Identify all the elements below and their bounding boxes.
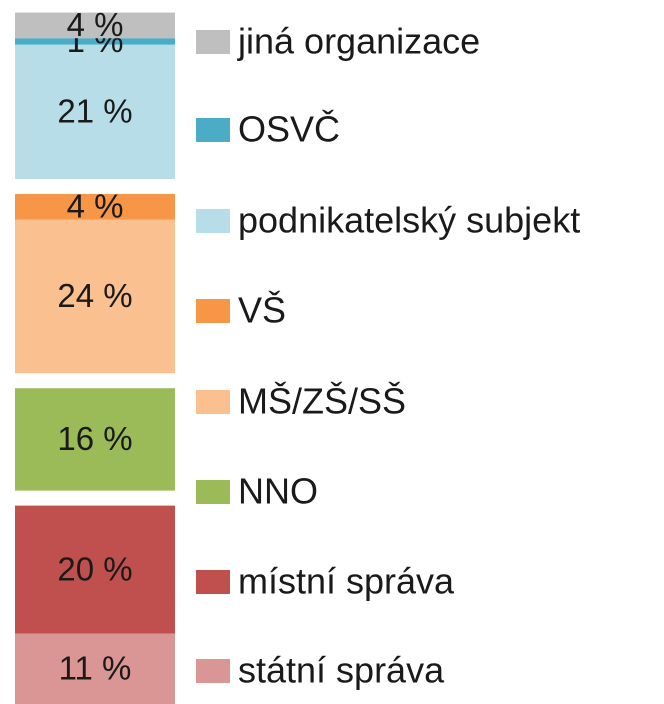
- legend-label: MŠ/ZŠ/SŠ: [238, 381, 406, 422]
- bar-segment: [15, 633, 175, 704]
- legend-swatch: [196, 209, 230, 233]
- legend-label: podnikatelský subjekt: [238, 200, 580, 241]
- bar-segment: [15, 44, 175, 179]
- legend-label: VŠ: [238, 290, 286, 331]
- bar-segment: [15, 388, 175, 491]
- bar-segment: [15, 12, 175, 39]
- legend-swatch: [196, 30, 230, 54]
- legend-label: místní správa: [238, 561, 455, 602]
- bar-segment: [15, 505, 175, 634]
- legend-label: jiná organizace: [237, 21, 480, 62]
- legend-label: státní správa: [238, 650, 445, 691]
- legend-swatch: [196, 390, 230, 414]
- legend-swatch: [196, 480, 230, 504]
- legend-swatch: [196, 659, 230, 683]
- value-label: 24 %: [57, 277, 132, 314]
- bar-segment: [15, 194, 175, 220]
- value-label: 4 %: [67, 6, 124, 43]
- legend-swatch: [196, 299, 230, 323]
- bar-segment: [15, 219, 175, 374]
- legend-label: NNO: [238, 471, 318, 512]
- legend-swatch: [196, 118, 230, 142]
- value-label: 16 %: [57, 420, 132, 457]
- legend-swatch: [196, 570, 230, 594]
- value-label: 4 %: [67, 188, 124, 225]
- bar-segment: [15, 38, 175, 45]
- value-label: 21 %: [57, 93, 132, 130]
- legend-label: OSVČ: [238, 109, 340, 150]
- value-label: 20 %: [57, 550, 132, 587]
- value-label: 11 %: [59, 650, 132, 687]
